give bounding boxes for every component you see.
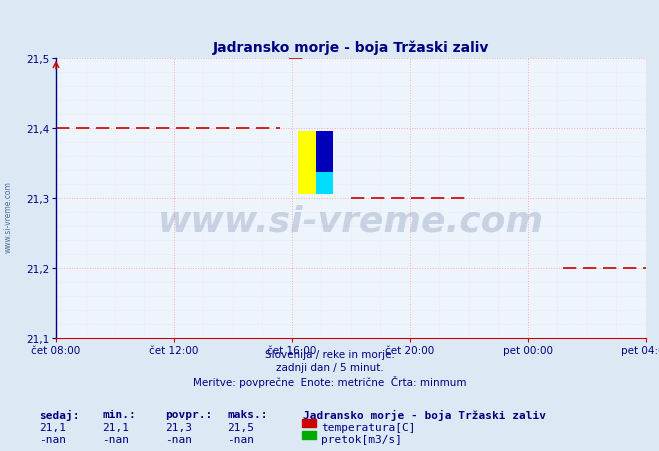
Text: sedaj:: sedaj: (40, 410, 80, 420)
Text: www.si-vreme.com: www.si-vreme.com (3, 180, 13, 253)
Text: temperatura[C]: temperatura[C] (321, 422, 415, 432)
Bar (298, 132, 316, 195)
Bar (316, 173, 333, 195)
Text: povpr.:: povpr.: (165, 410, 212, 419)
Text: pretok[m3/s]: pretok[m3/s] (321, 434, 402, 444)
Text: maks.:: maks.: (227, 410, 268, 419)
Text: Meritve: povprečne  Enote: metrične  Črta: minmum: Meritve: povprečne Enote: metrične Črta:… (192, 375, 467, 387)
Text: 21,1: 21,1 (102, 422, 129, 432)
Bar (316, 132, 333, 173)
Text: www.si-vreme.com: www.si-vreme.com (158, 204, 544, 238)
Text: Slovenija / reke in morje.: Slovenija / reke in morje. (264, 350, 395, 359)
Text: 21,1: 21,1 (40, 422, 67, 432)
Title: Jadransko morje - boja Tržaski zaliv: Jadransko morje - boja Tržaski zaliv (213, 40, 489, 55)
Text: 21,3: 21,3 (165, 422, 192, 432)
Text: min.:: min.: (102, 410, 136, 419)
Text: zadnji dan / 5 minut.: zadnji dan / 5 minut. (275, 362, 384, 372)
Text: -nan: -nan (102, 434, 129, 444)
Text: -nan: -nan (40, 434, 67, 444)
Text: 21,5: 21,5 (227, 422, 254, 432)
Text: -nan: -nan (227, 434, 254, 444)
Text: -nan: -nan (165, 434, 192, 444)
Text: Jadransko morje - boja Tržaski zaliv: Jadransko morje - boja Tržaski zaliv (303, 410, 546, 420)
